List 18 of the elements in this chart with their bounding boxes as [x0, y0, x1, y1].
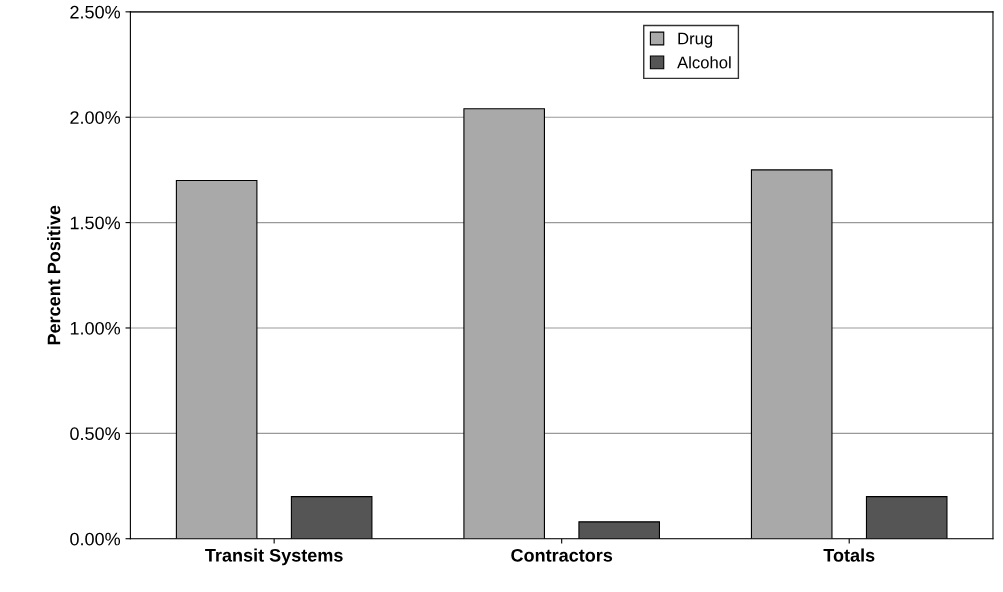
bar	[175, 179, 258, 539]
y-tick-label: 2.50%	[70, 5, 121, 19]
bar	[865, 496, 948, 539]
bar	[463, 108, 545, 539]
legend-label: Drug	[678, 32, 713, 48]
y-tick-label: 1.00%	[70, 321, 121, 335]
y-tick-label: 1.50%	[70, 216, 121, 230]
x-tick-label: Contractors	[511, 548, 613, 562]
x-tick-label: Transit Systems	[205, 548, 343, 566]
y-tick-label: 0.00%	[70, 532, 121, 546]
bar	[578, 521, 660, 539]
bar	[290, 496, 373, 539]
y-axis-title: Percent Positive	[47, 205, 61, 345]
x-tick-label: Totals	[823, 548, 875, 562]
y-tick-label: 0.50%	[70, 427, 121, 441]
bar	[750, 169, 833, 539]
y-tick-label: 2.00%	[70, 111, 121, 124]
legend-label: Alcohol	[677, 56, 731, 69]
